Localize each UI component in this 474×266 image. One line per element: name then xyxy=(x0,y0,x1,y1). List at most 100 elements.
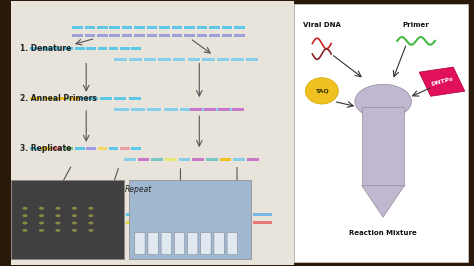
Bar xyxy=(202,58,215,61)
Bar xyxy=(30,97,42,100)
Bar xyxy=(206,158,218,161)
Bar xyxy=(75,47,84,50)
Bar xyxy=(30,97,41,100)
Bar xyxy=(131,47,141,50)
Bar xyxy=(122,26,132,30)
Text: Repeat: Repeat xyxy=(124,185,152,194)
Bar xyxy=(41,221,59,224)
Bar xyxy=(173,58,185,61)
Bar xyxy=(124,158,136,161)
Bar xyxy=(169,213,187,216)
Bar xyxy=(211,221,229,224)
Bar xyxy=(64,147,73,150)
Bar xyxy=(213,108,228,111)
Bar xyxy=(120,47,130,50)
Bar xyxy=(293,4,468,262)
Bar xyxy=(63,221,81,224)
Bar xyxy=(58,97,70,100)
Bar xyxy=(197,26,207,30)
Bar xyxy=(55,97,66,100)
Bar xyxy=(231,58,244,61)
Bar xyxy=(86,147,96,150)
Ellipse shape xyxy=(305,78,338,104)
Bar xyxy=(218,108,230,111)
Bar xyxy=(100,97,112,100)
Bar xyxy=(219,158,231,161)
Polygon shape xyxy=(362,186,404,217)
Bar xyxy=(151,158,163,161)
Bar xyxy=(20,213,38,216)
Bar xyxy=(211,213,229,216)
Bar xyxy=(165,158,176,161)
Bar xyxy=(158,58,171,61)
Ellipse shape xyxy=(39,207,44,210)
Bar xyxy=(105,213,123,216)
Ellipse shape xyxy=(39,222,44,225)
Bar xyxy=(72,26,82,30)
Bar xyxy=(147,26,157,30)
Bar xyxy=(63,213,81,216)
Bar xyxy=(120,147,130,150)
Bar xyxy=(209,34,219,37)
FancyBboxPatch shape xyxy=(227,232,237,255)
Bar xyxy=(84,213,102,216)
Bar xyxy=(64,47,73,50)
Bar xyxy=(84,26,95,30)
Bar xyxy=(75,147,84,150)
Bar xyxy=(247,158,258,161)
Bar xyxy=(44,97,56,100)
Bar xyxy=(234,34,245,37)
Bar xyxy=(86,47,96,50)
Bar xyxy=(217,58,229,61)
Bar xyxy=(147,221,165,224)
Bar xyxy=(234,26,245,30)
Bar xyxy=(84,34,95,37)
Bar xyxy=(188,58,200,61)
Bar xyxy=(84,221,102,224)
Bar xyxy=(147,108,162,111)
Bar xyxy=(221,34,232,37)
Ellipse shape xyxy=(55,214,61,217)
Text: Reaction Mixture: Reaction Mixture xyxy=(349,230,417,236)
Bar xyxy=(232,213,250,216)
Bar xyxy=(137,158,149,161)
Bar xyxy=(190,213,208,216)
Bar xyxy=(128,180,251,259)
Bar xyxy=(233,158,245,161)
Bar xyxy=(41,213,59,216)
Ellipse shape xyxy=(55,207,61,210)
Bar xyxy=(164,108,178,111)
Bar xyxy=(204,108,216,111)
Bar xyxy=(134,26,145,30)
Ellipse shape xyxy=(22,214,27,217)
Bar xyxy=(105,221,123,224)
Ellipse shape xyxy=(55,229,61,232)
Ellipse shape xyxy=(22,222,27,225)
Text: Primer: Primer xyxy=(403,22,429,28)
Bar xyxy=(147,34,157,37)
Bar xyxy=(41,147,51,150)
Bar xyxy=(115,97,127,100)
Ellipse shape xyxy=(72,207,77,210)
Ellipse shape xyxy=(88,229,93,232)
Bar xyxy=(30,47,39,50)
Bar xyxy=(134,34,145,37)
FancyBboxPatch shape xyxy=(214,232,224,255)
Bar xyxy=(192,158,204,161)
Text: 3. Replicate: 3. Replicate xyxy=(20,144,72,153)
Ellipse shape xyxy=(22,207,27,210)
Ellipse shape xyxy=(22,229,27,232)
Bar xyxy=(97,26,108,30)
Ellipse shape xyxy=(39,229,44,232)
Bar xyxy=(254,213,272,216)
Bar xyxy=(172,26,182,30)
Bar xyxy=(362,107,404,186)
Bar xyxy=(97,34,108,37)
Bar xyxy=(169,221,187,224)
Bar xyxy=(197,108,211,111)
Bar xyxy=(209,26,219,30)
Bar xyxy=(159,26,170,30)
Bar xyxy=(11,180,124,259)
FancyBboxPatch shape xyxy=(188,232,198,255)
Bar xyxy=(129,58,142,61)
